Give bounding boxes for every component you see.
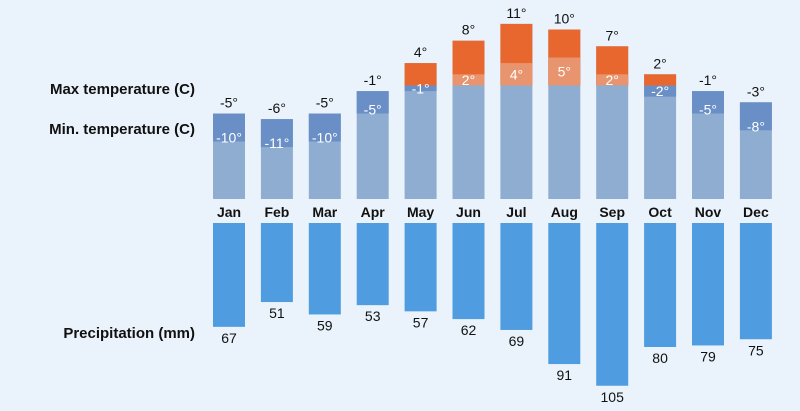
min-temperature-bar (500, 63, 533, 86)
precipitation-value: 53 (365, 308, 381, 324)
min-temperature-value: -8° (747, 118, 765, 134)
month-label: Feb (264, 204, 289, 220)
precipitation-bar (596, 223, 629, 386)
precipitation-value: 67 (221, 330, 237, 346)
precipitation-bar (692, 223, 724, 346)
max-temperature-value: 4° (414, 44, 427, 60)
month-label: Jun (456, 204, 481, 220)
precipitation-bar (213, 223, 245, 327)
min-temperature-label: Min. temperature (C) (49, 121, 195, 138)
min-temperature-value: -1° (412, 80, 430, 96)
max-temperature-label: Max temperature (C) (49, 81, 195, 98)
month-label: Sep (599, 204, 625, 220)
month-label: Apr (361, 204, 386, 220)
min-temperature-bar (356, 91, 389, 114)
precipitation-bar (308, 223, 341, 315)
min-temperature-bar (404, 85, 437, 92)
month-label: Nov (695, 204, 722, 220)
max-temperature-value: 2° (653, 55, 666, 71)
precipitation-bar (500, 223, 533, 330)
precipitation-value: 105 (601, 389, 625, 405)
month-label: Dec (743, 204, 769, 220)
precipitation-value: 75 (748, 342, 764, 358)
max-temperature-bar (404, 63, 437, 86)
min-temperature-value: -2° (651, 83, 669, 99)
max-temperature-value: -1° (699, 72, 717, 88)
max-temperature-value: -3° (747, 83, 765, 99)
precipitation-value: 57 (413, 314, 429, 330)
max-temperature-value: 8° (462, 22, 475, 38)
precipitation-value: 51 (269, 305, 285, 321)
max-temperature-value: 10° (554, 11, 575, 27)
max-temperature-value: 7° (606, 27, 619, 43)
precipitation-value: 59 (317, 317, 333, 333)
min-temperature-bar (548, 57, 581, 86)
min-temperature-value: -11° (265, 135, 290, 151)
precipitation-value: 91 (557, 367, 573, 383)
min-temperature-bar (596, 74, 629, 86)
min-temperature-bar (213, 113, 245, 142)
precipitation-bar (644, 223, 677, 347)
min-temperature-bar (739, 102, 772, 131)
max-temperature-value: 11° (506, 5, 526, 21)
precipitation-value: 80 (652, 350, 668, 366)
month-label: Jul (506, 204, 526, 220)
min-temperature-value: 2° (606, 72, 619, 88)
max-temperature-value: -5° (220, 95, 238, 111)
max-temperature-value: -6° (268, 100, 286, 116)
precipitation-bar (739, 223, 772, 340)
max-temperature-value: -5° (316, 95, 334, 111)
min-temperature-value: -10° (216, 130, 242, 146)
month-label: Mar (312, 204, 337, 220)
min-temperature-bar (308, 113, 341, 142)
month-label: Jan (217, 204, 241, 220)
min-temperature-value: 2° (462, 72, 475, 88)
min-temperature-value: -10° (312, 130, 338, 146)
min-temperature-value: 4° (510, 66, 523, 82)
precipitation-label: Precipitation (mm) (63, 325, 195, 342)
max-temperature-bar (644, 74, 677, 86)
min-temperature-value: -5° (364, 102, 382, 118)
precipitation-bar (260, 223, 293, 303)
min-temperature-value: 5° (558, 64, 571, 80)
precipitation-value: 69 (509, 333, 525, 349)
min-temperature-bar (260, 119, 293, 148)
month-label: May (407, 204, 434, 220)
month-label: Aug (551, 204, 578, 220)
min-temperature-value: -5° (699, 102, 717, 118)
month-label: Oct (648, 204, 672, 220)
max-temperature-value: -1° (364, 72, 382, 88)
precipitation-value: 79 (700, 348, 716, 364)
precipitation-bar (404, 223, 437, 312)
min-temperature-bar (692, 91, 724, 114)
min-temperature-bar (644, 85, 677, 97)
precipitation-bar (548, 223, 581, 365)
precipitation-value: 62 (461, 322, 477, 338)
min-temperature-bar (452, 74, 485, 86)
precipitation-bar (452, 223, 485, 320)
precipitation-bar (356, 223, 389, 306)
